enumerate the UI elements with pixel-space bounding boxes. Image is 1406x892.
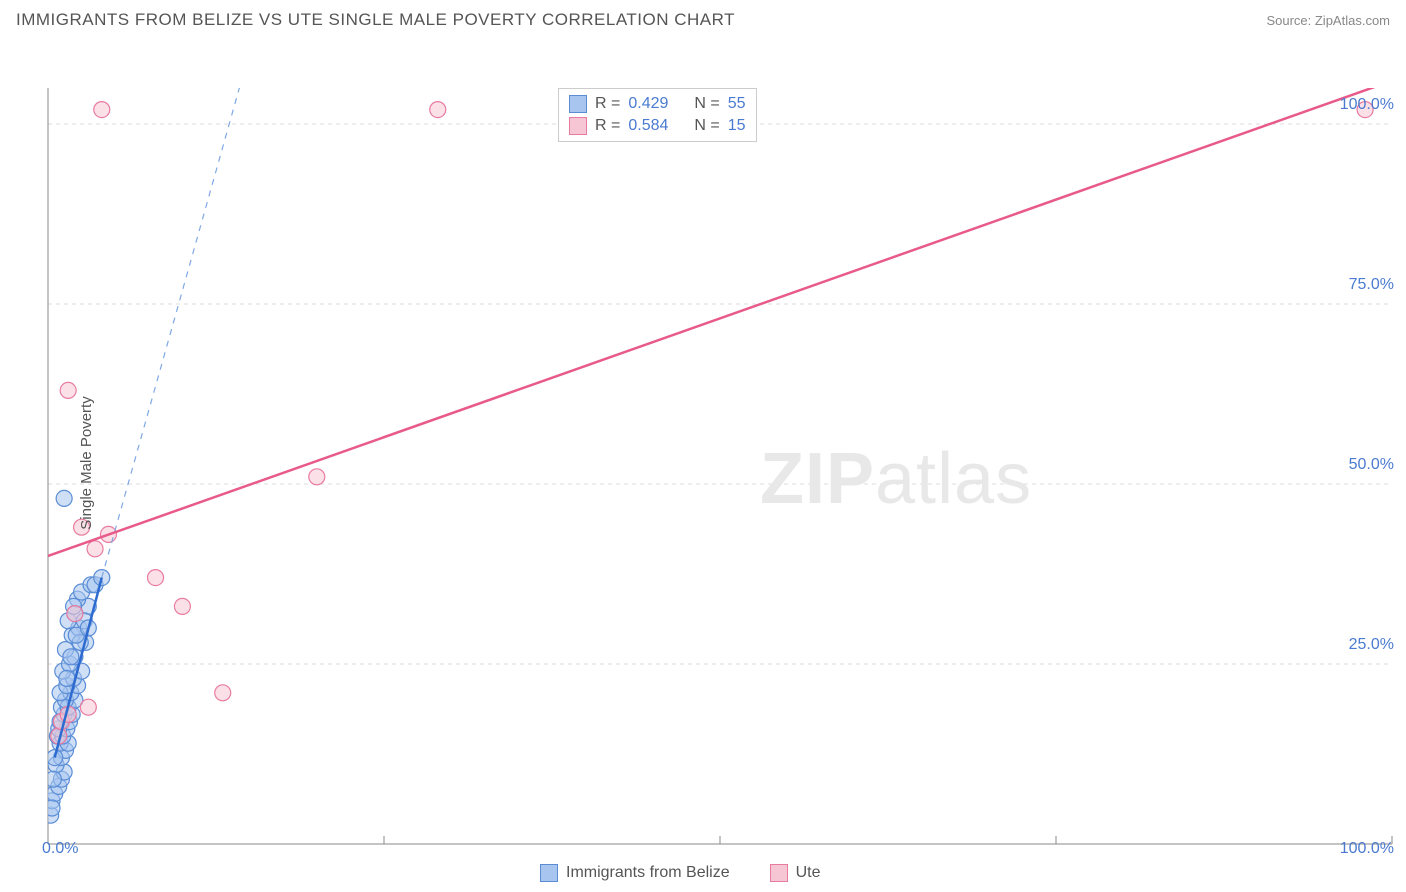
legend-row-ute: R = 0.584 N = 15 xyxy=(569,115,746,137)
chart-header: IMMIGRANTS FROM BELIZE VS UTE SINGLE MAL… xyxy=(0,0,1406,38)
n-label: N = xyxy=(694,117,719,135)
ytick-75: 75.0% xyxy=(1349,276,1394,294)
xtick-0: 0.0% xyxy=(42,840,78,858)
legend-swatch-belize xyxy=(569,95,587,113)
xtick-100: 100.0% xyxy=(1340,840,1394,858)
r-value-belize: 0.429 xyxy=(628,95,668,113)
y-axis-label: Single Male Poverty xyxy=(78,396,95,529)
legend-item-belize: Immigrants from Belize xyxy=(540,864,730,882)
ytick-100: 100.0% xyxy=(1340,96,1394,114)
ytick-50: 50.0% xyxy=(1349,456,1394,474)
chart-source: Source: ZipAtlas.com xyxy=(1266,13,1390,28)
r-label: R = xyxy=(595,95,620,113)
legend-label-ute: Ute xyxy=(796,864,821,882)
chart-container: Single Male Poverty ZIPatlas R = 0.429 N… xyxy=(0,38,1406,888)
legend-label-belize: Immigrants from Belize xyxy=(566,864,730,882)
n-label: N = xyxy=(694,95,719,113)
n-value-belize: 55 xyxy=(728,95,746,113)
legend-row-belize: R = 0.429 N = 55 xyxy=(569,93,746,115)
legend-swatch-ute xyxy=(770,864,788,882)
scatter-plot-svg xyxy=(0,38,1406,878)
r-label: R = xyxy=(595,117,620,135)
r-value-ute: 0.584 xyxy=(628,117,668,135)
ytick-25: 25.0% xyxy=(1349,636,1394,654)
chart-title: IMMIGRANTS FROM BELIZE VS UTE SINGLE MAL… xyxy=(16,10,735,30)
legend-swatch-ute xyxy=(569,117,587,135)
legend-correlation: R = 0.429 N = 55 R = 0.584 N = 15 xyxy=(558,88,757,142)
n-value-ute: 15 xyxy=(728,117,746,135)
legend-swatch-belize xyxy=(540,864,558,882)
legend-series: Immigrants from Belize Ute xyxy=(540,864,821,882)
legend-item-ute: Ute xyxy=(770,864,821,882)
